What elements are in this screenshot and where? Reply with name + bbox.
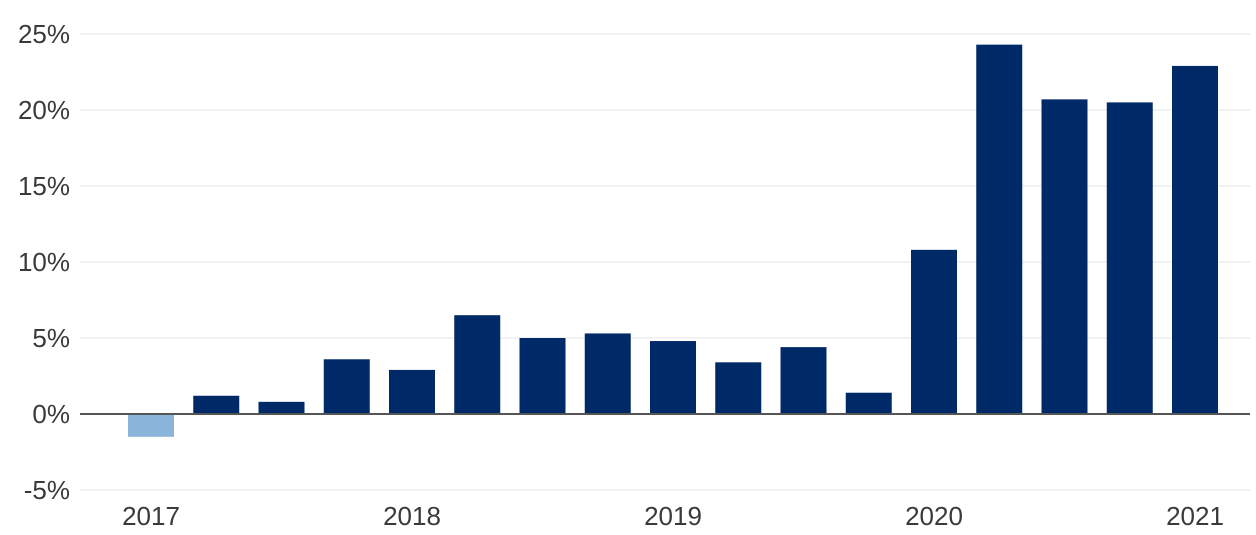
bar-2020-q4 [1106, 102, 1153, 415]
bar-2017-q1 [128, 414, 174, 437]
bars [128, 44, 1218, 437]
bar-2020-q3 [1041, 99, 1088, 415]
bar-2018-q4 [584, 333, 631, 414]
x-tick-label: 2018 [383, 501, 441, 530]
bar-2018-q2 [454, 315, 501, 414]
y-axis-tick-labels: 25% 20% 15% 10% 5% 0% -5% [18, 19, 70, 505]
x-tick-label: 2019 [644, 501, 702, 530]
bar-2017-q3 [258, 401, 305, 414]
x-tick-label: 2017 [122, 501, 180, 530]
bar-2017-q2 [193, 395, 240, 414]
y-tick-label: -5% [24, 475, 70, 505]
bar-2018-q3 [519, 338, 566, 414]
x-axis-tick-labels: 2017 2018 2019 2020 2021 [122, 501, 1224, 531]
y-tick-label: 5% [32, 323, 70, 353]
y-tick-label: 10% [18, 247, 70, 277]
bar-2019-q2 [715, 362, 762, 414]
bar-2019-q3 [780, 347, 827, 414]
bar-2020-q1 [911, 249, 957, 414]
bar-2021-q1 [1172, 65, 1218, 415]
bar-2017-q4 [323, 359, 370, 414]
y-tick-label: 15% [18, 171, 70, 201]
x-tick-label: 2020 [905, 501, 963, 530]
bar-2018-q1 [389, 369, 435, 414]
y-tick-label: 25% [18, 19, 70, 49]
y-tick-label: 0% [32, 399, 70, 429]
bar-2019-q1 [650, 341, 696, 414]
y-tick-label: 20% [18, 95, 70, 125]
gridlines [80, 33, 1250, 491]
bar-2019-q4 [845, 392, 892, 414]
bar-2020-q2 [976, 44, 1023, 414]
x-tick-label: 2021 [1166, 501, 1224, 530]
